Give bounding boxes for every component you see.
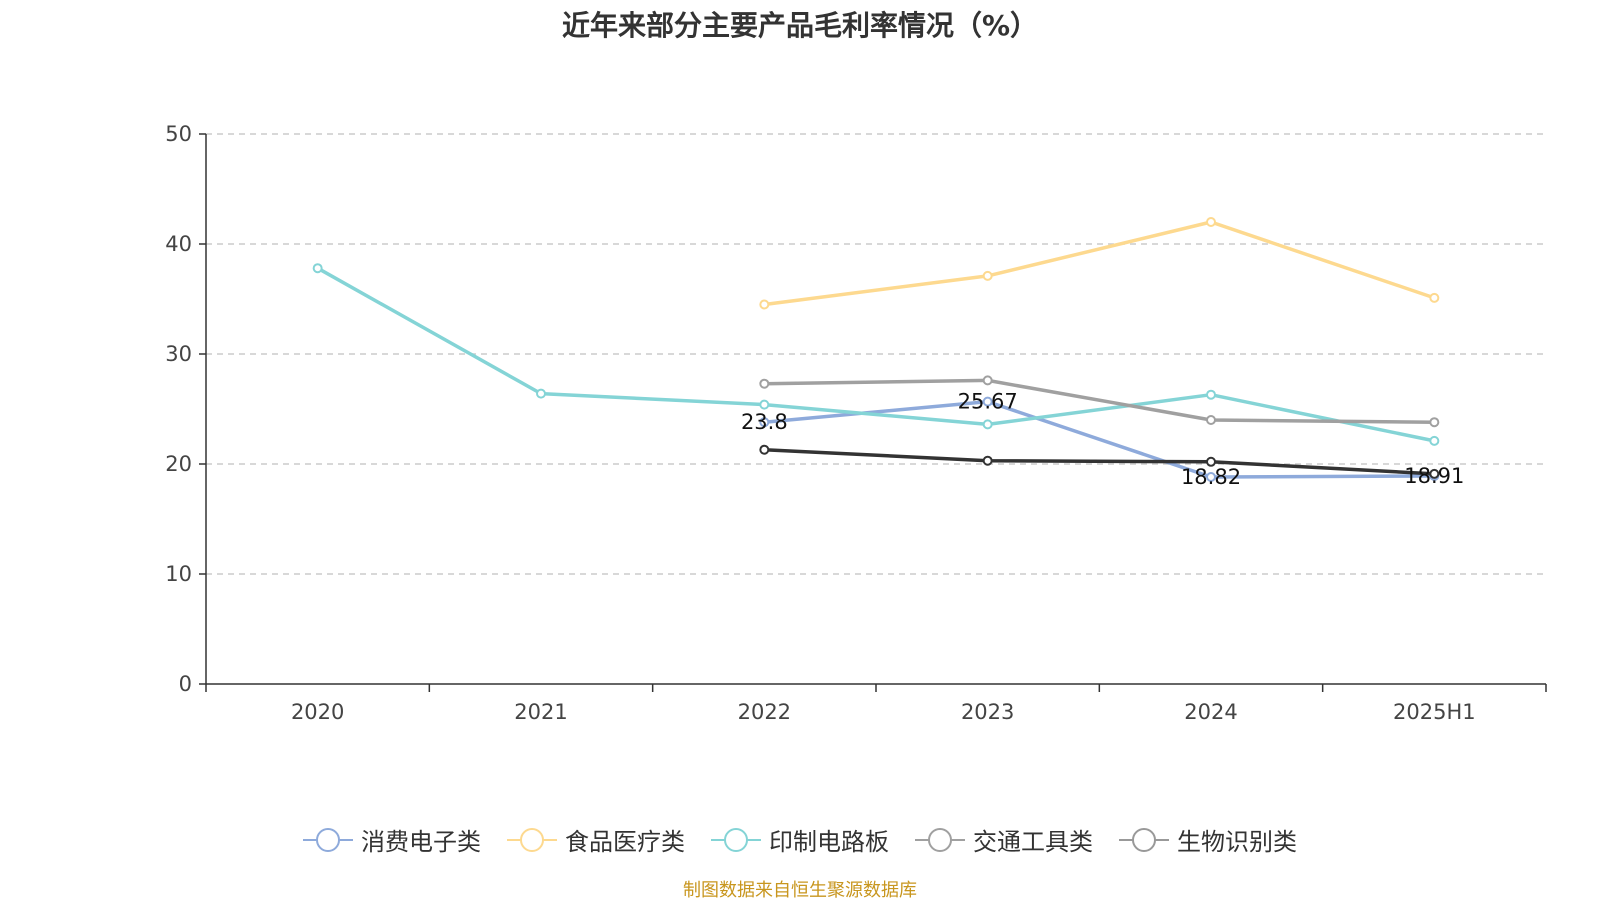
data-point (759, 299, 770, 310)
series-line-2 (315, 266, 1437, 443)
legend-item[interactable]: 生物识别类 (1119, 822, 1297, 857)
series-line-0 (762, 399, 1437, 479)
legend: 消费电子类 食品医疗类 印制电路板 交通工具类 生物识别类 (0, 822, 1600, 857)
data-point (1206, 456, 1216, 467)
data-point (982, 270, 993, 281)
legend-marker-circle (928, 827, 952, 852)
x-tick-label: 2024 (1184, 700, 1237, 724)
legend-marker-icon (915, 827, 965, 853)
data-label: 25.67 (958, 390, 1018, 414)
data-point (1206, 217, 1216, 227)
gridlines (206, 133, 1546, 575)
data-point (1429, 292, 1440, 303)
legend-label: 消费电子类 (361, 828, 481, 856)
data-point (1429, 468, 1440, 479)
chart-title: 近年来部分主要产品毛利率情况（%） (561, 9, 1039, 42)
legend-marker-circle (1132, 827, 1156, 852)
legend-marker-icon (711, 827, 761, 853)
series-lines (312, 217, 1440, 482)
series-line-1 (762, 220, 1437, 307)
axes: 0 10 20 30 40 50 2020 2021 2022 2023 2024 2025H1 (165, 122, 1547, 724)
legend-marker-icon (507, 827, 557, 853)
x-tick-label: 2025H1 (1393, 700, 1476, 724)
data-label: 18.82 (1181, 465, 1241, 489)
legend-item[interactable]: 消费电子类 (303, 822, 481, 857)
data-point (982, 455, 993, 466)
legend-marker-icon (303, 827, 353, 853)
source-footer: 制图数据来自恒生聚源数据库 (683, 880, 917, 901)
series-line-4 (762, 447, 1437, 476)
legend-item[interactable]: 印制电路板 (711, 822, 889, 857)
legend-item[interactable]: 交通工具类 (915, 822, 1093, 857)
y-tick-label: 20 (165, 452, 192, 476)
legend-label: 生物识别类 (1177, 828, 1297, 856)
y-tick-label: 40 (165, 232, 192, 256)
data-point (1206, 415, 1216, 425)
data-label: 18.91 (1404, 464, 1464, 488)
data-label: 23.8 (741, 410, 788, 434)
data-point (982, 375, 993, 386)
data-labels: 23.8 25.67 18.82 18.91 (741, 390, 1464, 489)
data-point (1429, 435, 1440, 446)
data-point (759, 378, 770, 389)
legend-label: 交通工具类 (973, 828, 1093, 856)
y-tick-label: 30 (165, 342, 192, 366)
series-line-3 (762, 378, 1437, 424)
legend-marker-circle (520, 827, 544, 852)
y-tick-label: 0 (179, 672, 192, 696)
y-tick-label: 50 (165, 122, 192, 146)
legend-label: 印制电路板 (769, 828, 889, 856)
y-tick-label: 10 (165, 562, 192, 586)
data-point (536, 388, 546, 399)
data-point (312, 263, 323, 274)
x-tick-label: 2022 (738, 700, 791, 724)
data-point (1206, 389, 1216, 400)
data-point (982, 419, 993, 430)
legend-marker-icon (1119, 827, 1169, 853)
data-point (1206, 471, 1216, 482)
data-point (759, 399, 770, 410)
legend-item[interactable]: 食品医疗类 (507, 822, 685, 857)
x-tick-label: 2023 (961, 700, 1014, 724)
data-point (1429, 417, 1440, 428)
data-point (982, 396, 993, 407)
data-point (759, 417, 770, 428)
x-tick-label: 2020 (291, 700, 344, 724)
x-tick-label: 2021 (514, 700, 567, 724)
legend-marker-circle (724, 827, 748, 852)
data-point (759, 444, 770, 455)
legend-label: 食品医疗类 (565, 828, 685, 856)
legend-marker-circle (316, 827, 340, 852)
